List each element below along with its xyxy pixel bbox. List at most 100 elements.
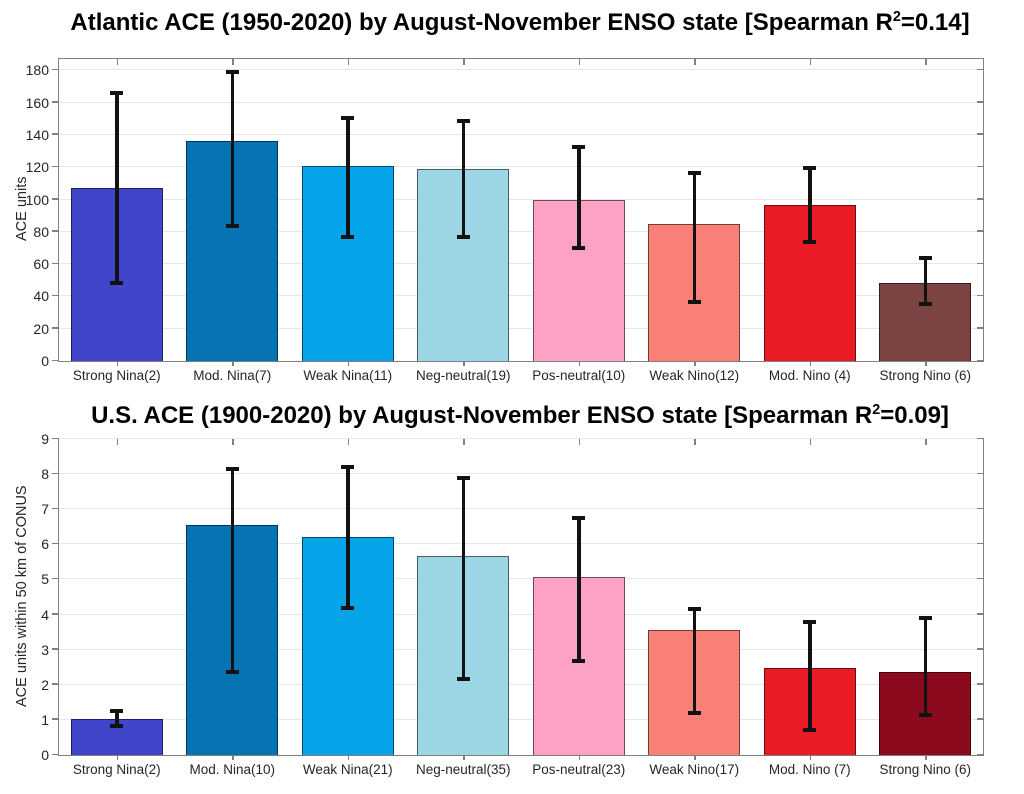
y-tick-mark [52,68,58,71]
error-bar-cap [572,658,586,663]
y-tick-label: 3 [41,641,49,658]
x-tick-mark [463,439,465,445]
grid-line [59,166,983,168]
error-bar-line [115,711,119,726]
x-tick-label: Mod. Nina(7) [193,368,272,383]
grid-line [59,543,983,545]
x-tick-mark [463,59,465,65]
error-bar-line [115,92,119,284]
x-tick-mark [116,361,119,366]
x-tick-label: Strong Nino (6) [879,762,972,777]
y-tick-label: 9 [41,431,49,447]
x-tick-label: Strong Nino (6) [879,368,972,383]
error-bar-line [230,468,234,673]
y-tick-mark [977,437,983,439]
x-tick-mark [578,439,581,445]
error-bar-cap [341,115,355,120]
x-tick-mark [347,59,350,65]
grid-line [59,648,983,650]
y-tick-mark [977,472,983,475]
plot-area: 0 1 2 3 4 5 6 7 8 9 Strong Nina(2) Mod. Nina(10) Wea… [41,431,984,777]
x-tick-label: Weak Nino(12) [649,368,740,383]
y-tick-mark [52,165,58,168]
x-tick-label: Pos-neutral(10) [532,368,626,383]
y-tick-mark [52,294,58,297]
x-tick-mark [347,755,350,760]
chart-title-superscript: 2 [892,9,901,25]
x-tick-mark [925,59,927,65]
y-tick-mark [52,327,58,329]
x-tick-mark [809,755,812,760]
grid-line [59,578,983,580]
y-tick-label: 8 [41,466,49,483]
error-bar-line [923,258,927,305]
x-tick-label: Pos-neutral(23) [532,762,626,777]
grid-line [59,327,983,329]
x-tick-label: Strong Nina(2) [72,762,161,777]
y-tick-label: 6 [41,536,49,553]
x-tick-mark [232,59,234,65]
x-tick-mark [116,755,119,760]
x-tick-label: Weak Nina(11) [303,368,393,383]
error-bar-cap [918,616,932,621]
x-tick-mark [925,439,927,445]
chart-title-text: =0.09] [880,402,949,429]
y-tick-label: 180 [25,62,49,79]
error-bar-cap [110,281,124,286]
x-tick-mark [694,59,696,65]
x-tick-mark [347,439,350,445]
plot-area: 0 20 40 60 80 100 120 140 160 180 Strong Nina(2) Mo… [26,58,984,383]
grid-line [59,508,983,510]
error-bar-cap [687,710,701,715]
error-bar-line [346,467,350,608]
grid-line [59,473,983,475]
chart-title-text: =0.14] [900,9,970,36]
y-tick-mark [52,613,58,615]
y-tick-mark [977,753,983,755]
x-tick-mark [347,361,350,366]
y-tick-label: 5 [41,571,49,588]
x-tick-label: Weak Nina(21) [302,762,393,777]
y-tick-label: 120 [25,159,49,176]
error-bar-cap [110,90,124,95]
x-tick-label: Weak Nino(17) [649,762,740,777]
error-bar-cap [803,728,817,733]
y-tick-mark [52,101,58,103]
chart-title: U.S. ACE (1900-2020) by August-November … [58,402,982,429]
y-tick-label: 60 [33,256,49,273]
error-bar-cap [572,145,586,150]
y-tick-mark [977,230,983,232]
error-bar-line [346,117,350,238]
y-tick-mark [52,648,58,650]
y-tick-mark [977,507,983,510]
error-bar-cap [110,709,124,714]
error-bar-cap [918,712,932,717]
error-bar-line [577,147,581,248]
y-tick-label: 160 [25,94,49,111]
error-bar-cap [456,234,470,239]
y-tick-mark [52,359,58,361]
y-tick-mark [52,133,58,135]
error-bar-line [461,477,465,680]
grid-line [59,101,983,103]
y-tick-mark [52,542,58,545]
error-bar-cap [341,605,355,610]
x-tick-mark [116,439,119,445]
x-tick-mark [578,59,581,65]
x-tick-mark [694,755,696,760]
x-tick-label: Neg-neutral(19) [415,368,511,383]
y-tick-mark [977,359,983,361]
error-bar-cap [110,723,124,728]
error-bar-cap [456,677,470,682]
y-tick-mark [52,437,58,439]
y-tick-label: 100 [25,191,49,208]
y-tick-label: 80 [33,223,49,240]
x-tick-label: Mod. Nino (7) [768,762,851,777]
y-tick-mark [977,294,983,297]
y-tick-mark [977,327,983,329]
y-tick-mark [52,262,58,265]
error-bar-cap [341,235,355,240]
y-tick-label: 1 [41,711,49,728]
error-bar-cap [456,119,470,124]
chart-title-superscript: 2 [872,402,881,418]
